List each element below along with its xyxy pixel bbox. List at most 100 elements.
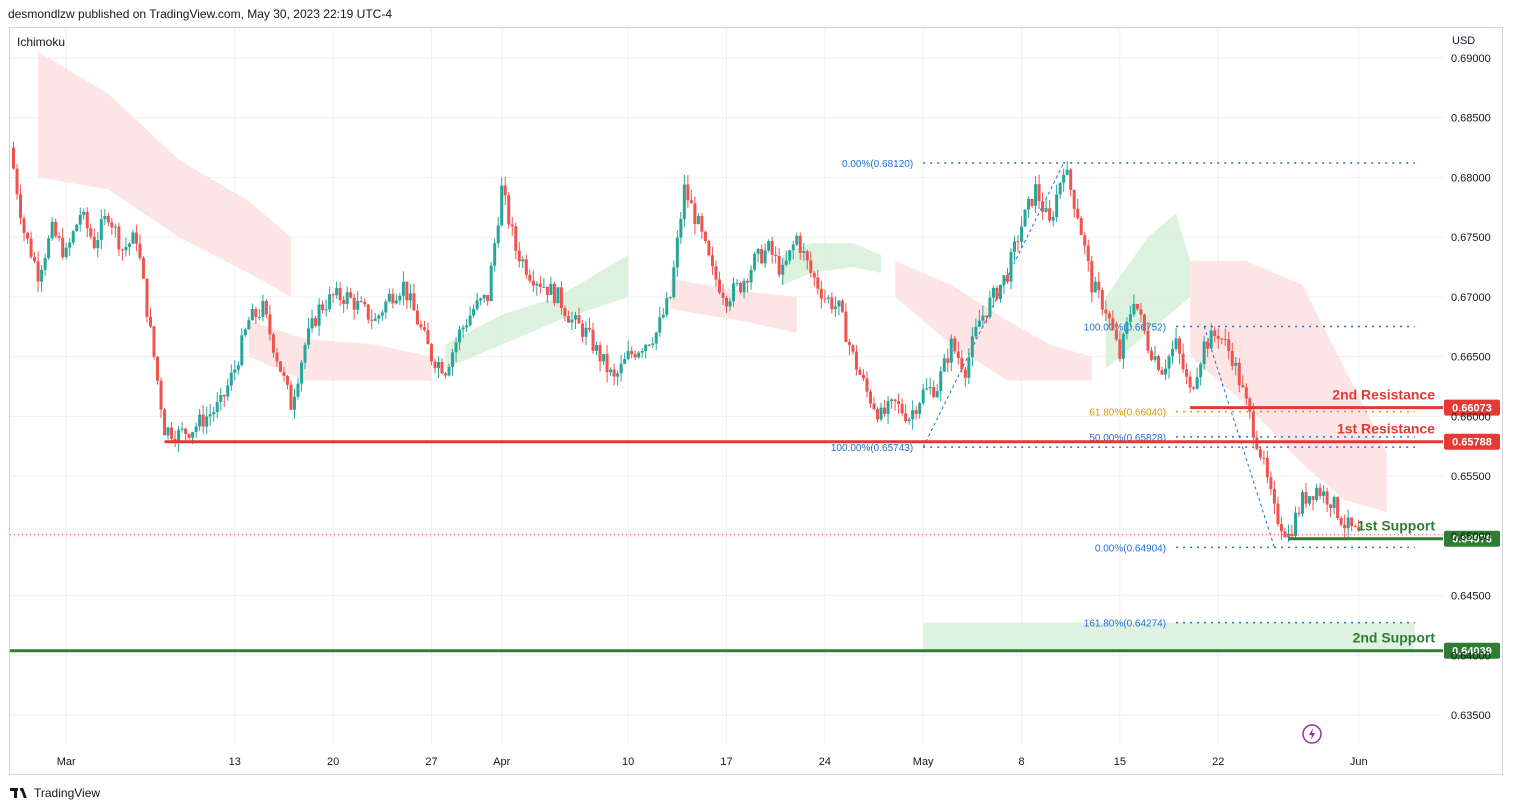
candle-body [974,326,978,337]
candle-body [282,371,286,376]
price-tag [1444,642,1500,659]
candle-body [92,236,96,249]
candle-body [609,369,613,373]
candle-body [310,318,314,329]
chart-frame [9,27,1503,775]
candle-body [1269,477,1273,489]
candle-body [1230,351,1234,366]
candle-body [124,246,128,251]
candle-body [781,264,785,275]
candle-body [229,372,233,386]
candle-body [1146,331,1150,351]
candle-body [328,294,332,310]
y-tick-label: 0.64500 [1451,591,1491,603]
candle-body [486,294,490,302]
fib-level-label: 100.00%(0.65743) [831,443,913,454]
candle-body [1213,330,1217,337]
candle-body [243,329,247,336]
candle-body [454,342,458,353]
candle-body [1023,209,1027,227]
candle-body [1332,497,1336,508]
candle-body [68,242,72,248]
candle-body [939,371,943,392]
candle-body [886,401,890,414]
candle-body [1055,194,1059,217]
candle-body [1308,496,1312,504]
candle-body [700,215,704,232]
candle-body [756,249,760,254]
candle-body [549,283,553,295]
candle-body [1051,216,1055,221]
candle-body [844,311,848,342]
candle-body [127,243,131,247]
candle-body [1339,517,1343,525]
candle-body [598,344,602,362]
candle-body [1297,512,1301,514]
candle-body [963,369,967,378]
cloud-bear-band [1190,261,1387,512]
candle-body [823,298,827,300]
y-tick-label: 0.65500 [1451,471,1491,483]
candle-body [517,250,521,262]
fib-level-label: 50.00%(0.65828) [1089,433,1166,444]
candle-body [1016,241,1020,243]
candle-body [163,409,167,436]
candle-body [1258,449,1262,458]
candle-body [275,352,279,362]
x-tick-label: Jun [1350,756,1368,768]
candle-body [805,251,809,261]
candle-body [542,286,546,288]
candle-body [1265,457,1269,478]
candle-body [1002,275,1006,285]
candle-body [359,300,363,302]
candle-body [946,358,950,363]
fibonacci-levels: 0.00%(0.68120) 100.00%(0.65743) 100.00%(0.… [831,159,1415,630]
candle-body [837,300,841,307]
fib-level-label: 100.00%(0.66752) [1084,323,1166,334]
candle-body [647,344,651,346]
candle-body [461,327,465,330]
candle-body [1216,336,1220,339]
price-tag-label: 0.64039 [1452,646,1492,658]
candle-body [826,297,830,299]
candle-body [307,328,311,345]
candle-body [1174,338,1178,349]
candle-body [391,293,395,304]
candle-body [1157,356,1161,371]
candle-body [605,353,609,373]
price-tag [1444,530,1500,547]
candle-body [710,255,714,267]
x-tick-label: 15 [1114,756,1126,768]
candle-body [159,380,163,410]
candle-body [1062,174,1066,183]
currency-label[interactable]: USD [1452,35,1476,47]
candle-body [89,228,93,237]
candle-body [458,329,462,343]
candle-body [29,238,33,258]
candle-body [208,414,212,417]
candle-body [953,338,957,352]
candle-body [1164,368,1168,375]
candle-body [693,203,697,224]
candle-body [54,221,58,237]
candle-body [984,315,988,317]
candle-body [556,287,560,304]
footer: TradingView [10,786,100,800]
candle-body [226,385,230,397]
candle-body [672,267,676,298]
candle-body [1227,339,1231,352]
candle-body [335,288,339,296]
x-tick-label: 10 [622,756,634,768]
candle-body [1100,290,1104,310]
x-tick-label: May [913,756,934,768]
candle-body [1030,198,1034,206]
candle-body [535,283,539,286]
cloud-bear-band [895,261,1092,381]
candle-body [99,219,103,241]
candle-body [398,295,402,301]
fib-level-label: 61.80%(0.66040) [1089,408,1166,419]
candle-body [563,308,567,317]
candle-body [1114,329,1118,340]
indicator-label[interactable]: Ichimoku [17,35,66,49]
